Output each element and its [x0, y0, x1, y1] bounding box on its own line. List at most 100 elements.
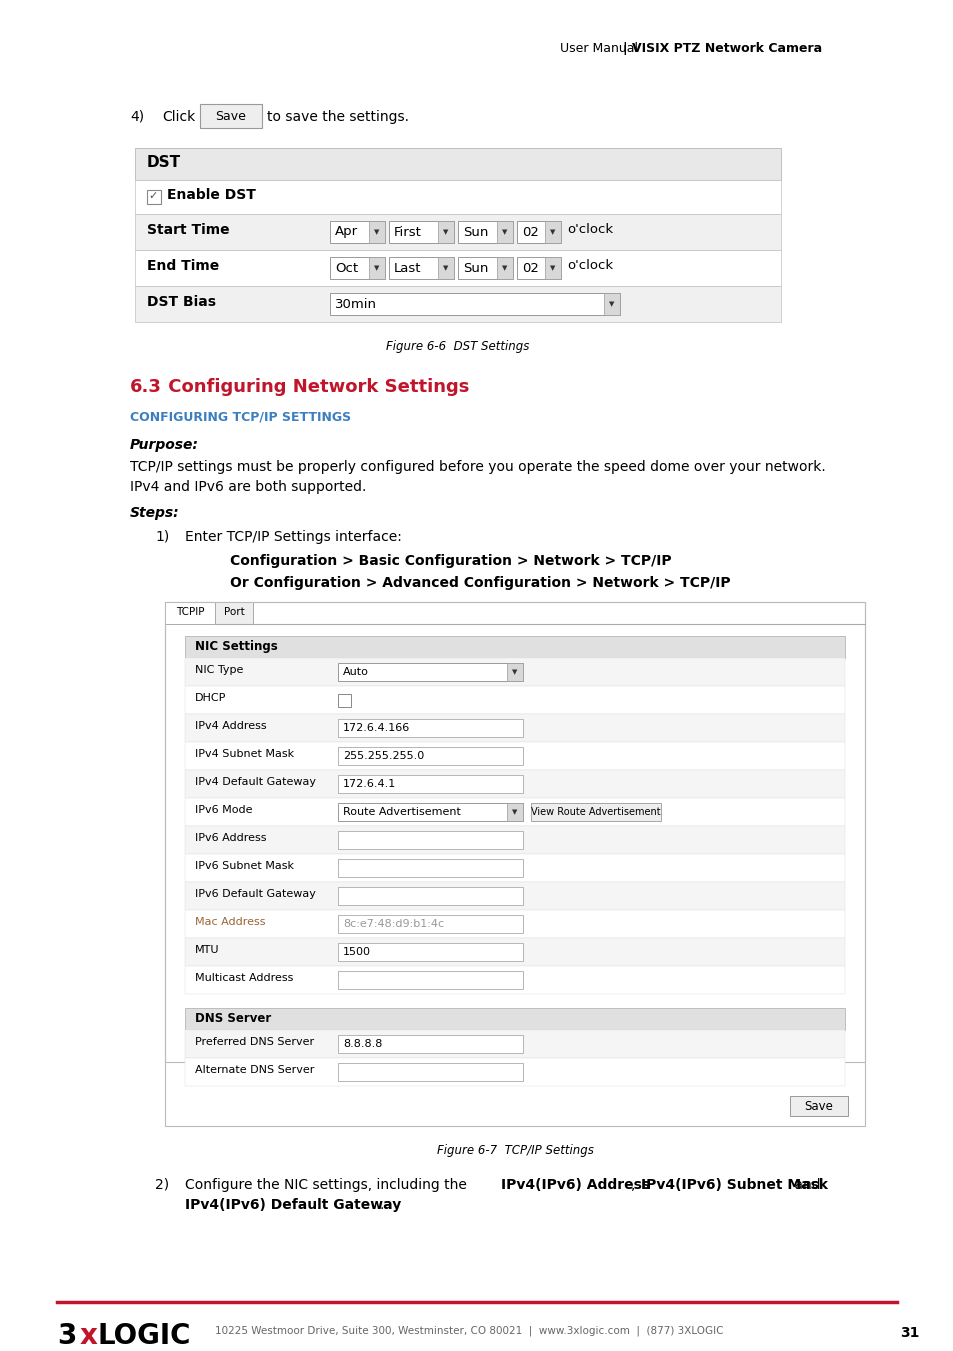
Text: 6.3: 6.3 [130, 378, 162, 396]
Text: IPv4 and IPv6 are both supported.: IPv4 and IPv6 are both supported. [130, 480, 366, 494]
Bar [200, 104, 262, 128]
Bar [165, 603, 214, 624]
Text: IPv4(IPv6) Subnet Mask: IPv4(IPv6) Subnet Mask [640, 1178, 827, 1192]
Bar [185, 658, 844, 686]
Bar [185, 686, 844, 713]
Text: Route Advertisement: Route Advertisement [343, 807, 460, 817]
Text: TCPIP: TCPIP [175, 607, 204, 617]
Text: x: x [80, 1323, 98, 1350]
Text: IPv6 Address: IPv6 Address [194, 834, 266, 843]
Text: Multicast Address: Multicast Address [194, 973, 294, 984]
Text: NIC Settings: NIC Settings [194, 640, 277, 653]
Bar [165, 603, 864, 1062]
Bar [185, 825, 844, 854]
Bar [517, 222, 560, 243]
Bar [330, 257, 385, 280]
Bar [185, 966, 844, 994]
Text: 3: 3 [57, 1323, 76, 1350]
Text: Enable DST: Enable DST [167, 188, 255, 203]
Text: IPv6 Subnet Mask: IPv6 Subnet Mask [194, 861, 294, 871]
Text: IPv4 Default Gateway: IPv4 Default Gateway [194, 777, 315, 788]
Text: o'clock: o'clock [566, 259, 613, 272]
Text: ▼: ▼ [609, 301, 614, 307]
Text: View Route Advertisement: View Route Advertisement [531, 807, 660, 817]
Text: Purpose:: Purpose: [130, 438, 198, 453]
Bar [457, 257, 513, 280]
Bar [330, 222, 385, 243]
Text: Sun: Sun [462, 262, 488, 274]
Bar [389, 222, 454, 243]
Bar [437, 222, 454, 243]
Text: ▼: ▼ [502, 265, 507, 272]
Text: MTU: MTU [194, 944, 219, 955]
Text: ▼: ▼ [550, 265, 555, 272]
Text: DST: DST [147, 155, 181, 170]
Bar [185, 742, 844, 770]
Text: Preferred DNS Server: Preferred DNS Server [194, 1038, 314, 1047]
Text: TCP/IP settings must be properly configured before you operate the speed dome ov: TCP/IP settings must be properly configu… [130, 459, 825, 474]
Text: ,: , [630, 1178, 639, 1192]
Bar [337, 915, 522, 934]
Text: Or Configuration > Advanced Configuration > Network > TCP/IP: Or Configuration > Advanced Configuratio… [230, 576, 730, 590]
Text: Save: Save [803, 1100, 833, 1112]
Text: 02: 02 [521, 262, 538, 274]
Bar [165, 603, 864, 1125]
Text: ▼: ▼ [512, 669, 517, 676]
Bar [135, 149, 781, 180]
Text: Start Time: Start Time [147, 223, 230, 236]
Text: 30min: 30min [335, 297, 376, 311]
Text: IPv4(IPv6) Default Gateway: IPv4(IPv6) Default Gateway [185, 1198, 401, 1212]
Text: | VISIX PTZ Network Camera: | VISIX PTZ Network Camera [622, 42, 821, 55]
Bar [337, 802, 522, 821]
Text: Enter TCP/IP Settings interface:: Enter TCP/IP Settings interface: [185, 530, 401, 544]
Bar [497, 222, 513, 243]
Text: 255.255.255.0: 255.255.255.0 [343, 751, 424, 761]
Text: Save: Save [215, 109, 246, 123]
Bar [337, 775, 522, 793]
Text: ▼: ▼ [443, 230, 448, 235]
Bar [437, 257, 454, 280]
Text: o'clock: o'clock [566, 223, 613, 236]
Bar [147, 190, 161, 204]
Text: DST Bias: DST Bias [147, 295, 215, 309]
Text: IPv6 Mode: IPv6 Mode [194, 805, 253, 815]
Text: Mac Address: Mac Address [194, 917, 265, 927]
Bar [185, 636, 844, 658]
Text: NIC Type: NIC Type [194, 665, 243, 676]
Text: DHCP: DHCP [194, 693, 226, 703]
Text: IPv4(IPv6) Address: IPv4(IPv6) Address [500, 1178, 649, 1192]
Text: 4): 4) [130, 109, 144, 124]
Bar [603, 293, 619, 315]
Bar [369, 257, 385, 280]
Text: 8c:e7:48:d9:b1:4c: 8c:e7:48:d9:b1:4c [343, 919, 444, 929]
Bar [337, 747, 522, 765]
Bar [214, 603, 253, 624]
Text: Alternate DNS Server: Alternate DNS Server [194, 1065, 314, 1075]
Text: ▼: ▼ [550, 230, 555, 235]
Text: ▼: ▼ [443, 265, 448, 272]
Text: Last: Last [394, 262, 421, 274]
Text: IPv4 Address: IPv4 Address [194, 721, 266, 731]
Text: Steps:: Steps: [130, 507, 179, 520]
Text: 172.6.4.166: 172.6.4.166 [343, 723, 410, 734]
Bar [337, 943, 522, 961]
Bar [517, 257, 560, 280]
Bar [185, 798, 844, 825]
Text: 10225 Westmoor Drive, Suite 300, Westminster, CO 80021  |  www.3xlogic.com  |  (: 10225 Westmoor Drive, Suite 300, Westmin… [214, 1325, 722, 1336]
Bar [497, 257, 513, 280]
Text: User Manual: User Manual [559, 42, 641, 55]
Text: DNS Server: DNS Server [194, 1012, 271, 1025]
Bar [330, 293, 619, 315]
Text: Figure 6-7  TCP/IP Settings: Figure 6-7 TCP/IP Settings [436, 1144, 593, 1156]
Text: ✓: ✓ [148, 190, 157, 201]
Text: Port: Port [223, 607, 244, 617]
Bar [544, 257, 560, 280]
Text: Apr: Apr [335, 226, 357, 239]
Bar [185, 938, 844, 966]
Bar [389, 257, 454, 280]
Text: IPv6 Default Gateway: IPv6 Default Gateway [194, 889, 315, 898]
Text: CONFIGURING TCP/IP SETTINGS: CONFIGURING TCP/IP SETTINGS [130, 409, 351, 423]
Text: to save the settings.: to save the settings. [267, 109, 409, 124]
Bar [531, 802, 660, 821]
Text: 172.6.4.1: 172.6.4.1 [343, 780, 395, 789]
